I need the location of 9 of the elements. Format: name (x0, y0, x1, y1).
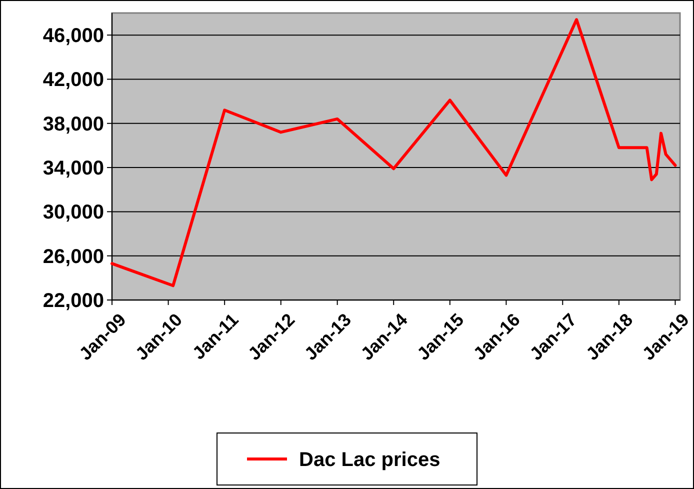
y-tick-label: 38,000 (42, 113, 104, 136)
y-tick-label: 46,000 (42, 25, 104, 48)
y-tick-label: 42,000 (42, 69, 104, 92)
y-tick-label: 26,000 (42, 246, 104, 268)
y-tick-label: 34,000 (42, 158, 104, 180)
y-tick-label: 30,000 (42, 202, 104, 224)
y-tick-label: 22,000 (42, 290, 104, 312)
line-series (110, 18, 677, 288)
legend-label: Dac Lac prices (299, 449, 440, 471)
